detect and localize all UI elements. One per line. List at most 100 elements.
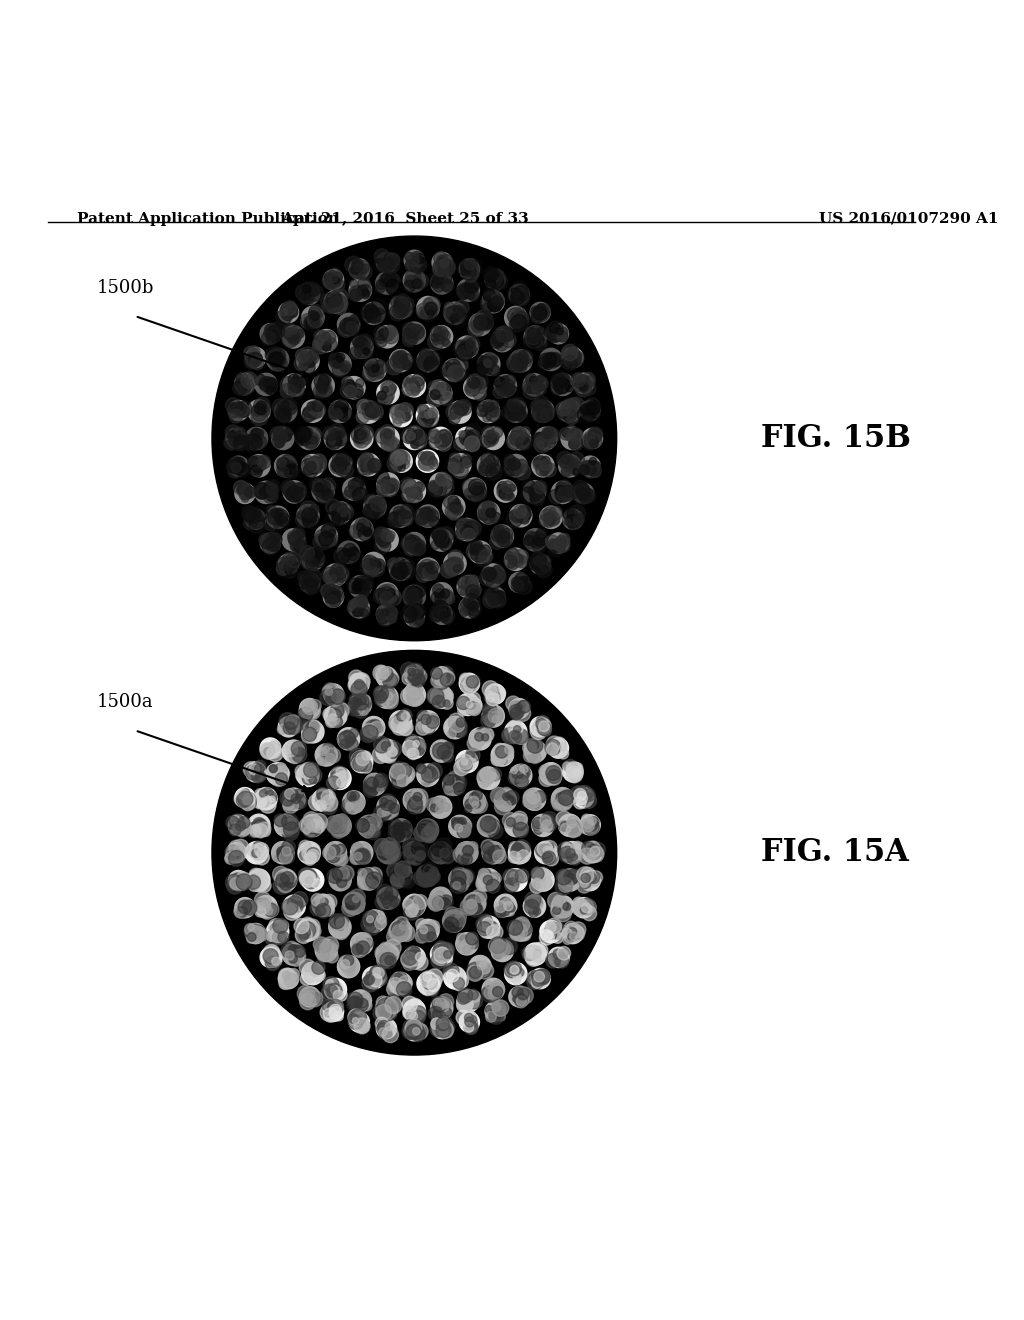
Circle shape [306, 817, 319, 830]
Circle shape [421, 412, 431, 421]
Circle shape [346, 803, 353, 810]
Circle shape [283, 970, 291, 979]
Circle shape [515, 459, 528, 473]
Circle shape [535, 723, 547, 735]
Circle shape [423, 459, 434, 471]
Circle shape [421, 772, 430, 781]
Circle shape [377, 428, 399, 450]
Circle shape [442, 612, 454, 624]
Circle shape [315, 940, 338, 961]
Circle shape [408, 425, 422, 441]
Circle shape [333, 574, 340, 582]
Circle shape [573, 842, 585, 854]
Circle shape [420, 350, 430, 360]
Circle shape [229, 878, 238, 886]
Circle shape [462, 899, 474, 911]
Circle shape [487, 301, 497, 310]
Circle shape [507, 870, 523, 886]
Circle shape [421, 453, 431, 463]
Circle shape [386, 273, 400, 288]
Circle shape [313, 535, 329, 550]
Circle shape [512, 975, 521, 985]
Circle shape [306, 359, 315, 367]
Circle shape [438, 527, 454, 543]
Circle shape [233, 845, 245, 855]
Circle shape [431, 380, 445, 395]
Circle shape [291, 541, 300, 552]
Circle shape [507, 492, 513, 499]
Circle shape [239, 482, 251, 495]
Circle shape [368, 814, 381, 828]
Circle shape [505, 878, 519, 892]
Circle shape [466, 702, 480, 715]
Circle shape [309, 776, 316, 784]
Circle shape [547, 771, 561, 785]
Circle shape [266, 387, 275, 395]
Circle shape [349, 1012, 370, 1032]
Circle shape [406, 734, 420, 748]
Circle shape [441, 850, 453, 862]
Circle shape [303, 507, 310, 513]
Circle shape [484, 268, 496, 280]
Circle shape [282, 846, 291, 855]
Text: FIG. 15B: FIG. 15B [761, 422, 911, 454]
Circle shape [578, 904, 585, 912]
Circle shape [364, 875, 377, 887]
Circle shape [381, 1005, 397, 1020]
Circle shape [283, 895, 305, 917]
Circle shape [266, 506, 289, 528]
Circle shape [377, 952, 392, 968]
Circle shape [516, 432, 529, 445]
Circle shape [493, 330, 506, 345]
Circle shape [552, 799, 564, 810]
Circle shape [326, 688, 333, 696]
Circle shape [539, 440, 551, 450]
Circle shape [328, 1002, 338, 1012]
Circle shape [292, 747, 307, 763]
Circle shape [508, 851, 520, 863]
Circle shape [497, 795, 505, 803]
Circle shape [531, 432, 548, 449]
Circle shape [299, 705, 311, 718]
Circle shape [343, 376, 365, 399]
Circle shape [308, 793, 326, 810]
Circle shape [403, 847, 415, 858]
Circle shape [311, 879, 322, 888]
Circle shape [383, 898, 390, 906]
Circle shape [348, 391, 354, 397]
Circle shape [403, 428, 425, 450]
Circle shape [380, 804, 395, 820]
Circle shape [447, 775, 460, 787]
Circle shape [281, 308, 293, 319]
Circle shape [428, 480, 441, 492]
Circle shape [381, 434, 397, 451]
Circle shape [440, 686, 451, 697]
Circle shape [293, 371, 308, 387]
Circle shape [354, 576, 370, 591]
Circle shape [345, 895, 360, 909]
Circle shape [305, 919, 315, 929]
Circle shape [552, 374, 573, 396]
Circle shape [253, 817, 265, 830]
Circle shape [462, 574, 478, 591]
Circle shape [379, 528, 391, 541]
Circle shape [435, 892, 442, 899]
Circle shape [353, 578, 365, 590]
Circle shape [429, 428, 452, 450]
Circle shape [558, 952, 566, 960]
Circle shape [302, 508, 316, 523]
Circle shape [367, 719, 381, 734]
Circle shape [325, 952, 334, 961]
Circle shape [531, 313, 541, 323]
Circle shape [457, 1001, 468, 1011]
Circle shape [329, 424, 345, 440]
Circle shape [316, 384, 332, 400]
Circle shape [352, 487, 368, 503]
Circle shape [449, 550, 463, 565]
Circle shape [426, 360, 435, 368]
Circle shape [460, 607, 469, 616]
Circle shape [387, 512, 401, 527]
Circle shape [513, 816, 527, 830]
Circle shape [454, 822, 461, 829]
Circle shape [344, 385, 356, 397]
